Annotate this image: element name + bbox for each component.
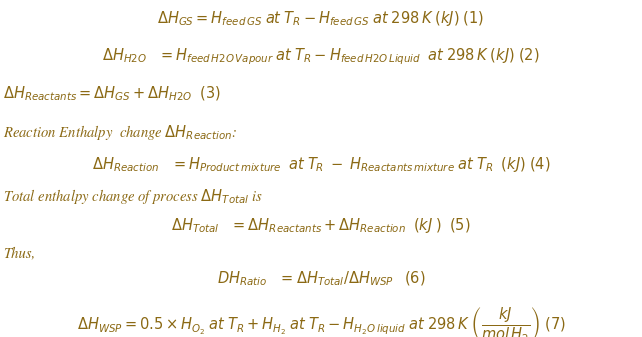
Text: $\Delta H_{H2O}\;\;\; = H_{feed\,H2O\,Vapour}\;at\;T_R - H_{feed\,H2O\,Liquid}\;: $\Delta H_{H2O}\;\;\; = H_{feed\,H2O\,Va… xyxy=(102,47,540,67)
Text: $\Delta H_{GS} = H_{feed\,GS}\;at\;T_R - H_{feed\,GS}\;at\;298\,K\;(kJ)\;(1)$: $\Delta H_{GS} = H_{feed\,GS}\;at\;T_R -… xyxy=(157,9,485,28)
Text: Reaction Enthalpy  change $\Delta H_{Reaction}$:: Reaction Enthalpy change $\Delta H_{Reac… xyxy=(3,123,238,142)
Text: $\Delta H_{Reactants} = \Delta H_{GS} + \Delta H_{H2O}\;\;(3)$: $\Delta H_{Reactants} = \Delta H_{GS} + … xyxy=(3,85,221,103)
Text: Total enthalpy change of process $\Delta H_{Total}$ is: Total enthalpy change of process $\Delta… xyxy=(3,187,263,206)
Text: $\Delta H_{Total}\;\;\; = \Delta H_{Reactants} + \Delta H_{Reaction}\;\;(kJ\;)\;: $\Delta H_{Total}\;\;\; = \Delta H_{Reac… xyxy=(171,216,471,235)
Text: $\Delta H_{Reaction}\;\;\; = H_{Product\,mixture}\;\;at\;T_R\;-\;H_{Reactants\,m: $\Delta H_{Reaction}\;\;\; = H_{Product\… xyxy=(92,155,550,174)
Text: $DH_{Ratio}\;\;\; = \Delta H_{Total}/\Delta H_{WSP}\;\;\;(6)$: $DH_{Ratio}\;\;\; = \Delta H_{Total}/\De… xyxy=(217,270,425,288)
Text: Thus,: Thus, xyxy=(3,246,35,260)
Text: $\Delta H_{WSP} = 0.5 \times H_{O_2}\;at\;T_R + H_{H_2}\;at\;T_R - H_{H_2O\,liqu: $\Delta H_{WSP} = 0.5 \times H_{O_2}\;at… xyxy=(76,305,566,337)
